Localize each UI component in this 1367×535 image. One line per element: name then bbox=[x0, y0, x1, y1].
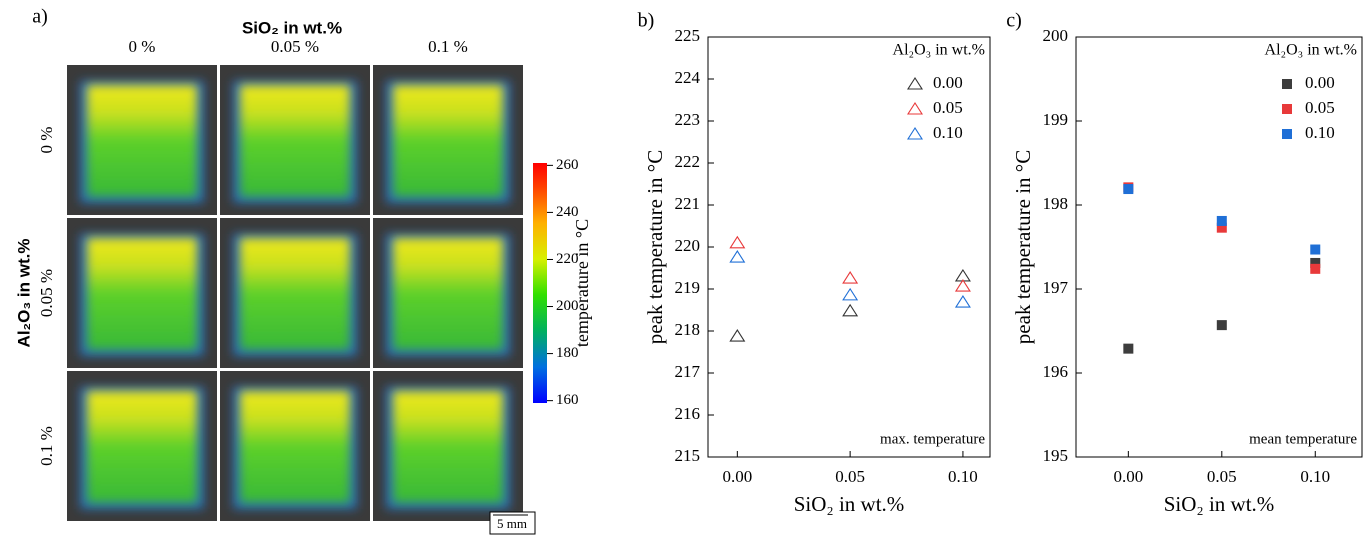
colorbar-tick-label: 160 bbox=[556, 392, 579, 408]
specimen-core bbox=[393, 85, 503, 197]
y-tick-label: 200 bbox=[1043, 26, 1069, 45]
figure: a) SiO₂ in wt.% 0 % 0.05 % 0.1 % Al₂O₃ in wt.… bbox=[0, 0, 1367, 535]
y-tick-label: 222 bbox=[675, 152, 701, 171]
data-point bbox=[730, 251, 744, 262]
y-tick-label: 217 bbox=[675, 362, 701, 381]
specimen-core bbox=[240, 85, 350, 197]
specimen-core bbox=[240, 238, 350, 350]
y-tick-label: 224 bbox=[675, 68, 701, 87]
legend-label: 0.10 bbox=[933, 123, 963, 142]
y-tick-label: 219 bbox=[675, 278, 701, 297]
annotation: max. temperature bbox=[880, 431, 985, 447]
x-tick-label: 0.10 bbox=[1300, 467, 1330, 486]
grid-title: SiO₂ in wt.% bbox=[242, 18, 342, 37]
panel-label: b) bbox=[638, 10, 655, 32]
y-tick-label: 220 bbox=[675, 236, 701, 255]
colorbar-tick-label: 260 bbox=[556, 157, 579, 173]
legend-marker bbox=[1282, 104, 1292, 114]
y-tick-label: 199 bbox=[1043, 110, 1069, 129]
y-axis-label: peak temperature in °C bbox=[643, 150, 667, 344]
data-point bbox=[843, 289, 857, 300]
legend-label: 0.00 bbox=[933, 73, 963, 92]
legend-label: 0.00 bbox=[1305, 73, 1335, 92]
panel-label: a) bbox=[32, 6, 48, 28]
y-tick-label: 223 bbox=[675, 110, 701, 129]
x-tick-label: 0.10 bbox=[948, 467, 978, 486]
legend-label: 0.10 bbox=[1305, 123, 1335, 142]
annotation: mean temperature bbox=[1249, 431, 1357, 447]
y-tick-label: 195 bbox=[1043, 446, 1069, 465]
data-point bbox=[956, 280, 970, 291]
colorbar bbox=[533, 163, 547, 403]
data-point bbox=[730, 237, 744, 248]
legend-title: Al₂O₃ in wt.% bbox=[1265, 42, 1357, 59]
y-tick-label: 197 bbox=[1043, 278, 1069, 297]
row-label: 0 % bbox=[37, 127, 56, 154]
colorbar-label: temperature in °C bbox=[572, 219, 592, 347]
data-point bbox=[1310, 245, 1320, 255]
row-title: Al₂O₃ in wt.% bbox=[14, 239, 33, 348]
data-point bbox=[1123, 344, 1133, 354]
legend-label: 0.05 bbox=[1305, 98, 1335, 117]
x-axis-label: SiO₂ in wt.% bbox=[794, 492, 905, 516]
data-point bbox=[843, 272, 857, 283]
column-label: 0.1 % bbox=[428, 37, 468, 56]
data-point bbox=[1217, 320, 1227, 330]
legend-marker bbox=[1282, 129, 1292, 139]
column-label: 0.05 % bbox=[271, 37, 319, 56]
legend-title: Al₂O₃ in wt.% bbox=[893, 42, 985, 59]
colorbar-tick-label: 240 bbox=[556, 204, 579, 220]
data-point bbox=[956, 296, 970, 307]
panel-label: c) bbox=[1006, 10, 1022, 32]
x-tick-label: 0.05 bbox=[835, 467, 865, 486]
legend-marker bbox=[1282, 79, 1292, 89]
specimen-core bbox=[87, 85, 197, 197]
legend-label: 0.05 bbox=[933, 98, 963, 117]
row-label: 0.1 % bbox=[37, 426, 56, 466]
specimen-core bbox=[393, 238, 503, 350]
data-point bbox=[1123, 184, 1133, 194]
legend-marker bbox=[908, 103, 922, 114]
x-tick-label: 0.00 bbox=[722, 467, 752, 486]
legend-marker bbox=[908, 78, 922, 89]
column-label: 0 % bbox=[129, 37, 156, 56]
y-tick-label: 225 bbox=[675, 26, 701, 45]
y-tick-label: 221 bbox=[675, 194, 701, 213]
scale-bar-label: 5 mm bbox=[497, 516, 527, 531]
specimen-core bbox=[240, 391, 350, 503]
legend-marker bbox=[908, 128, 922, 139]
y-tick-label: 215 bbox=[675, 446, 701, 465]
y-tick-label: 198 bbox=[1043, 194, 1069, 213]
x-tick-label: 0.00 bbox=[1113, 467, 1143, 486]
data-point bbox=[730, 330, 744, 341]
specimen-core bbox=[87, 391, 197, 503]
data-point bbox=[1217, 216, 1227, 226]
specimen-core bbox=[87, 238, 197, 350]
x-axis-label: SiO₂ in wt.% bbox=[1164, 492, 1275, 516]
y-tick-label: 216 bbox=[675, 404, 701, 423]
y-tick-label: 218 bbox=[675, 320, 701, 339]
data-point bbox=[1310, 264, 1320, 274]
specimen-core bbox=[393, 391, 503, 503]
y-tick-label: 196 bbox=[1043, 362, 1069, 381]
y-axis-label: peak temperature in °C bbox=[1011, 150, 1035, 344]
x-tick-label: 0.05 bbox=[1207, 467, 1237, 486]
row-label: 0.05 % bbox=[37, 269, 56, 317]
data-point bbox=[843, 305, 857, 316]
